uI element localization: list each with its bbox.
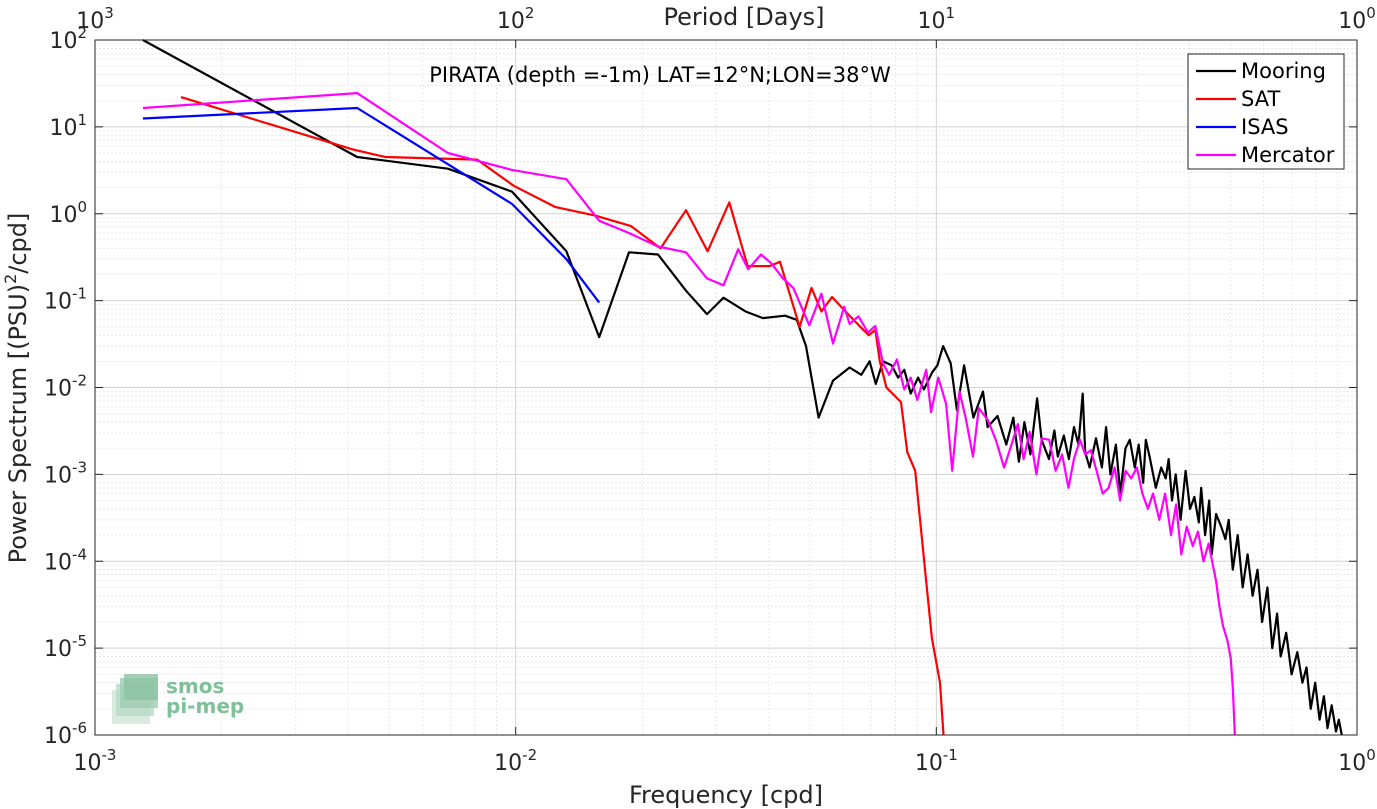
y-tick-label: 10-1 [44, 285, 87, 315]
y-tick-label: 101 [49, 111, 87, 141]
legend: Mooring SAT ISAS Mercator [1187, 53, 1345, 170]
x2-axis-title: Period [Days] [663, 3, 824, 31]
x2-tick-label: 102 [497, 4, 535, 34]
x2-tick-label: 103 [76, 4, 114, 34]
series-line-isas [142, 106, 601, 304]
y-tick-label: 10-3 [44, 458, 87, 488]
y-tick-label: 10-4 [44, 545, 87, 575]
series-line-mercator [142, 92, 1236, 736]
series-line-sat [180, 96, 945, 736]
series-layer [142, 39, 1343, 736]
x-tick-label: 10-2 [494, 746, 537, 776]
axis-ticks [94, 39, 1358, 736]
legend-label-mercator: Mercator [1241, 143, 1335, 167]
x2-tick-label: 100 [1338, 4, 1376, 34]
y-tick-label: 102 [49, 24, 87, 54]
smos-pi-mep-logo: smos pi-mep [112, 674, 244, 724]
logo-text-pi-mep: pi-mep [166, 694, 244, 718]
y-tick-label: 10-5 [44, 632, 87, 662]
series-line-mooring [142, 39, 1343, 736]
logo-text-smos: smos [166, 674, 224, 698]
y-axis-title: Power Spectrum [(PSU)2/cpd] [1, 213, 32, 564]
x-axis-title: Frequency [cpd] [629, 781, 823, 809]
legend-label-mooring: Mooring [1241, 59, 1326, 83]
y-tick-label: 10-2 [44, 372, 87, 402]
y-tick-label: 10-6 [44, 719, 87, 749]
chart-title: PIRATA (depth =-1m) LAT=12°N;LON=38°W [429, 63, 891, 87]
legend-label-sat: SAT [1241, 87, 1280, 111]
x-tick-label: 10-1 [915, 746, 958, 776]
x2-tick-label: 101 [918, 4, 956, 34]
legend-label-isas: ISAS [1241, 115, 1289, 139]
legend-box [1187, 53, 1345, 170]
x-tick-label: 100 [1338, 746, 1376, 776]
y-tick-label: 100 [49, 198, 87, 228]
x-tick-label: 10-3 [74, 746, 117, 776]
